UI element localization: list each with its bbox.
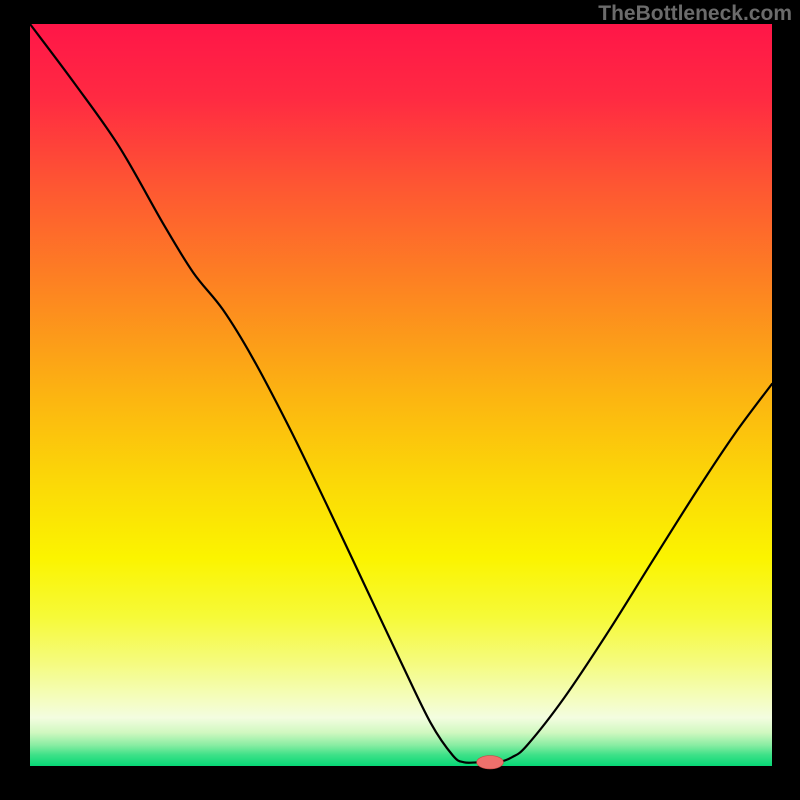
optimal-point-marker	[477, 756, 504, 769]
plot-gradient-background	[30, 24, 772, 766]
chart-svg	[0, 0, 800, 800]
watermark-text: TheBottleneck.com	[598, 2, 792, 26]
bottleneck-chart	[0, 0, 800, 800]
